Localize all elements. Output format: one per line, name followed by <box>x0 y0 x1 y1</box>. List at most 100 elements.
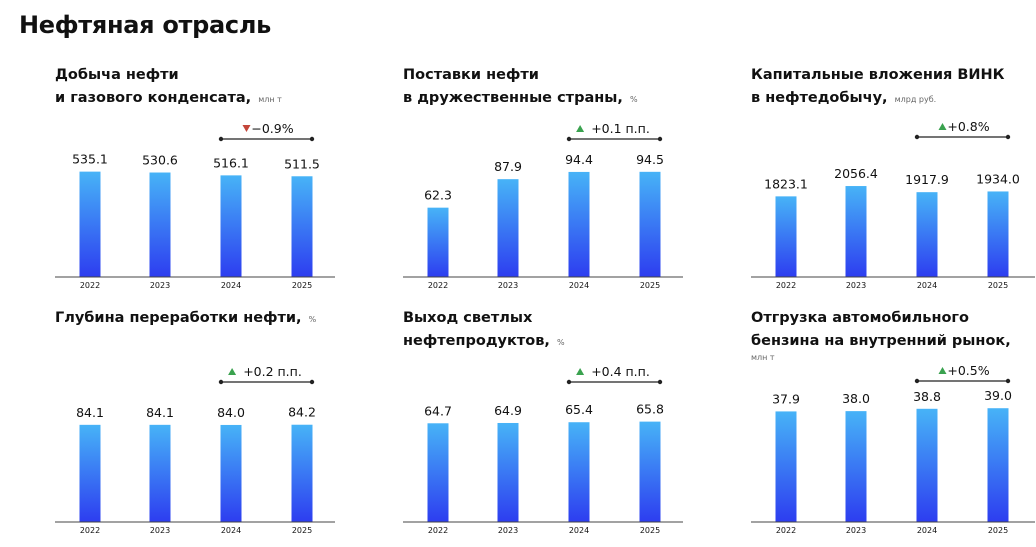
bar-2025 <box>291 424 313 522</box>
bar-value-label: 84.1 <box>146 405 174 420</box>
change-bracket-dot <box>309 379 315 385</box>
bar-value-label: 87.9 <box>494 159 522 174</box>
x-tick-label: 2025 <box>988 281 1008 290</box>
bar-2022 <box>427 423 449 522</box>
change-label: +0.8% <box>947 119 989 134</box>
chart-panel-capex: Капитальные вложения ВИНК в нефтедобычу,… <box>751 64 1036 304</box>
chart-title-line1: Отгрузка автомобильного <box>751 310 969 326</box>
chart-title-line2: в дружественные страны, <box>403 90 623 106</box>
bar-chart: 64.7 2022 64.9 2023 65.4 2024 65.8 2025 +0.4 п.п… <box>403 364 683 535</box>
bar-2023 <box>497 422 519 522</box>
x-tick-label: 2024 <box>917 281 937 290</box>
change-bracket-dot <box>914 378 920 384</box>
chart-title: Отгрузка автомобильного бензина на внутр… <box>751 307 1036 363</box>
bar-2023 <box>497 179 519 277</box>
change-bracket-dot <box>657 379 663 385</box>
chart-panel-friendly-supplies: Поставки нефти в дружественные страны, %… <box>403 64 703 304</box>
x-tick-label: 2023 <box>498 526 518 535</box>
x-tick-label: 2022 <box>428 526 448 535</box>
x-tick-label: 2025 <box>640 526 660 535</box>
x-tick-label: 2023 <box>846 281 866 290</box>
x-tick-label: 2024 <box>221 281 241 290</box>
change-bracket-dot <box>309 136 315 142</box>
x-tick-label: 2024 <box>917 526 937 535</box>
chart-panel-oil-production: Добыча нефти и газового конденсата, млн … <box>55 64 355 304</box>
bar-2024 <box>568 171 590 277</box>
bar-2025 <box>291 176 313 277</box>
chart-unit: млн т <box>258 95 282 104</box>
bar-2022 <box>79 424 101 522</box>
bar-2025 <box>639 421 661 522</box>
change-label: +0.4 п.п. <box>591 364 650 379</box>
bar-value-label: 511.5 <box>284 156 320 171</box>
bar-value-label: 37.9 <box>772 391 800 406</box>
bar-value-label: 94.4 <box>565 152 593 167</box>
bar-chart: 62.3 2022 87.9 2023 94.4 2024 94.5 2025 +0.1 п.п… <box>403 121 683 290</box>
x-tick-label: 2025 <box>988 526 1008 535</box>
bar-value-label: 65.8 <box>636 402 664 417</box>
bar-value-label: 1934.0 <box>976 171 1020 186</box>
bar-2023 <box>149 172 171 277</box>
x-tick-label: 2024 <box>569 526 589 535</box>
chart-unit: % <box>308 315 317 324</box>
change-label: −0.9% <box>251 121 293 136</box>
bar-2024 <box>916 192 938 277</box>
bar-value-label: 62.3 <box>424 188 452 203</box>
bar-2023 <box>845 411 867 522</box>
chart-title-line1: Добыча нефти <box>55 67 179 83</box>
chart-title: Поставки нефти в дружественные страны, % <box>403 64 703 111</box>
bar-2023 <box>149 424 171 522</box>
x-tick-label: 2022 <box>80 281 100 290</box>
chart-panel-refining-depth: Глубина переработки нефти, % 84.1 2022 84.… <box>55 307 355 547</box>
page-title: Нефтяная отрасль <box>19 11 271 39</box>
x-tick-label: 2023 <box>846 526 866 535</box>
triangle-up-icon <box>228 368 237 375</box>
bar-value-label: 38.0 <box>842 391 870 406</box>
change-label: +0.2 п.п. <box>243 364 302 379</box>
x-tick-label: 2023 <box>150 281 170 290</box>
bar-value-label: 84.0 <box>217 405 245 420</box>
bar-2024 <box>916 408 938 522</box>
triangle-up-icon <box>576 368 585 375</box>
bar-value-label: 535.1 <box>72 152 108 167</box>
change-bracket-dot <box>218 136 224 142</box>
x-tick-label: 2023 <box>150 526 170 535</box>
chart-title-line1: Поставки нефти <box>403 67 539 83</box>
bar-2024 <box>568 422 590 522</box>
bar-chart: 535.1 2022 530.6 2023 516.1 2024 511.5 2025 −0.9… <box>55 121 335 290</box>
chart-unit: % <box>556 338 565 347</box>
x-tick-label: 2024 <box>221 526 241 535</box>
triangle-up-icon <box>576 125 585 132</box>
change-bracket-dot <box>914 134 920 140</box>
chart-title: Глубина переработки нефти, % <box>55 307 355 331</box>
bar-value-label: 1917.9 <box>905 172 949 187</box>
chart-unit: % <box>629 95 638 104</box>
chart-title-line1: Выход светлых <box>403 310 533 326</box>
bar-value-label: 64.7 <box>424 403 452 418</box>
chart-panel-light-products: Выход светлых нефтепродуктов, % 64.7 2022… <box>403 307 703 547</box>
bar-value-label: 38.8 <box>913 389 941 404</box>
bar-2025 <box>639 171 661 277</box>
bar-2023 <box>845 186 867 277</box>
bar-value-label: 64.9 <box>494 403 522 418</box>
triangle-up-icon <box>938 367 947 374</box>
triangle-down-icon <box>242 125 251 132</box>
chart-panel-gasoline-shipments: Отгрузка автомобильного бензина на внутр… <box>751 307 1036 547</box>
chart-title-line1: Капитальные вложения ВИНК <box>751 67 1005 83</box>
chart-title-line2: и газового конденсата, <box>55 90 252 106</box>
bar-2025 <box>987 191 1009 277</box>
bar-value-label: 84.2 <box>288 405 316 420</box>
x-tick-label: 2022 <box>428 281 448 290</box>
x-tick-label: 2023 <box>498 281 518 290</box>
bar-value-label: 516.1 <box>213 155 249 170</box>
bar-2022 <box>79 171 101 277</box>
x-tick-label: 2024 <box>569 281 589 290</box>
triangle-up-icon <box>938 123 947 130</box>
bar-chart: 37.9 2022 38.0 2023 38.8 2024 39.0 2025 +0.5% <box>751 363 1035 535</box>
bar-chart: 1823.1 2022 2056.4 2023 1917.9 2024 1934.0 2025… <box>751 119 1035 290</box>
bar-2022 <box>775 196 797 277</box>
change-bracket-dot <box>657 136 663 142</box>
change-label: +0.1 п.п. <box>591 121 650 136</box>
bar-2022 <box>775 411 797 522</box>
bar-chart: 84.1 2022 84.1 2023 84.0 2024 84.2 2025 +0.2 п.п… <box>55 364 335 535</box>
